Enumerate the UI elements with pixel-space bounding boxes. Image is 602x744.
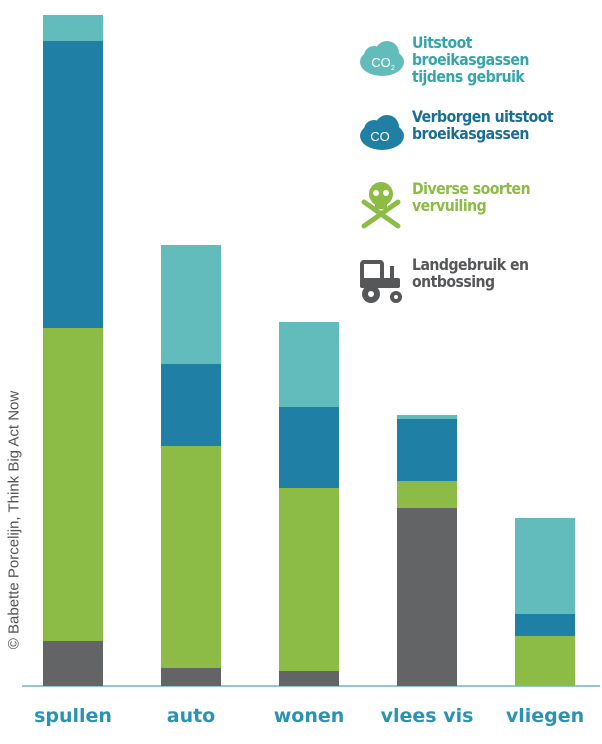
bar-segment-vlees-vis-1	[397, 481, 457, 508]
legend-label: Verborgen uitstoot broeikasgassen	[412, 107, 554, 143]
bar-segment-spullen-0	[43, 641, 103, 686]
legend-item-hidden-emissions: CO Verborgen uitstoot broeikasgassen	[354, 108, 602, 166]
skull-crossbones-icon	[361, 182, 401, 229]
bar-segment-vlees-vis-0	[397, 508, 457, 686]
category-label-wonen: wonen	[273, 705, 345, 727]
copyright-credit: © Babette Porcelijn, Think Big Act Now	[5, 390, 23, 650]
bar-segment-auto-0	[161, 668, 221, 686]
category-label-spullen: spullen	[34, 705, 112, 727]
legend-label: Diverse soorten vervuiling	[412, 179, 531, 215]
bar-segment-auto-3	[161, 245, 221, 364]
co2-cloud-dark-icon: CO	[360, 115, 404, 150]
category-label-vliegen: vliegen	[505, 705, 585, 727]
legend-item-pollution: Diverse soorten vervuiling	[354, 180, 602, 238]
bar-segment-spullen-3	[43, 15, 103, 41]
co2-cloud-light-icon: CO 2	[360, 41, 404, 76]
bar-segment-wonen-2	[279, 407, 339, 488]
svg-text:CO: CO	[371, 55, 391, 70]
bar-segment-spullen-1	[43, 328, 103, 641]
tractor-icon	[360, 260, 402, 303]
bar-segment-auto-2	[161, 364, 221, 446]
bar-segment-vlees-vis-3	[397, 415, 457, 419]
legend-label: Landgebruik en ontbossing	[412, 255, 529, 291]
bar-segment-wonen-1	[279, 488, 339, 671]
bar-segment-vliegen-3	[515, 518, 575, 614]
legend-label: Uitstoot broeikasgassen tijdens gebruik	[412, 33, 529, 86]
svg-text:CO: CO	[370, 129, 390, 144]
category-label-auto: auto	[166, 705, 216, 727]
category-label-vlees-vis: vlees vis	[380, 705, 474, 727]
bar-segment-vliegen-1	[515, 636, 575, 686]
bar-segment-spullen-2	[43, 41, 103, 328]
bar-segment-wonen-0	[279, 671, 339, 686]
bar-segment-vlees-vis-2	[397, 419, 457, 481]
legend-item-land-use: Landgebruik en ontbossing	[354, 256, 602, 314]
bar-segment-auto-1	[161, 446, 221, 668]
bar-segment-vliegen-2	[515, 614, 575, 636]
bar-segment-wonen-3	[279, 322, 339, 407]
legend-item-usage-emissions: CO 2 Uitstoot broeikasgassen tijdens geb…	[354, 34, 602, 92]
svg-text:2: 2	[391, 65, 395, 72]
